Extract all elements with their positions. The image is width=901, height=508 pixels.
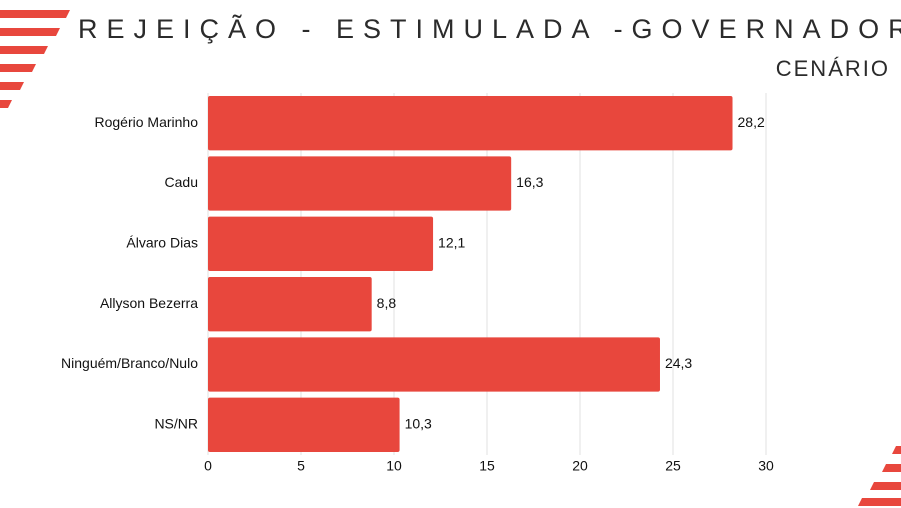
bar: [208, 277, 372, 332]
bar: [208, 216, 434, 271]
x-tick-label: 10: [386, 458, 402, 474]
value-label: 10,3: [405, 416, 432, 432]
y-tick-label: NS/NR: [154, 416, 198, 432]
x-tick-label: 25: [665, 458, 681, 474]
x-tick-label: 0: [204, 458, 212, 474]
chart-title: REJEIÇÃO - ESTIMULADA -GOVERNADOR: [78, 13, 901, 44]
bar: [208, 156, 512, 211]
value-label: 16,3: [516, 174, 543, 190]
y-tick-label: Álvaro Dias: [126, 235, 198, 251]
y-tick-label: Allyson Bezerra: [100, 295, 198, 311]
y-tick-label: Cadu: [165, 174, 198, 190]
chart-subtitle: CENÁRIO: [776, 56, 890, 81]
y-tick-label: Rogério Marinho: [95, 114, 199, 130]
x-tick-label: 15: [479, 458, 495, 474]
x-tick-label: 20: [572, 458, 588, 474]
x-tick-label: 30: [758, 458, 774, 474]
value-label: 8,8: [377, 295, 397, 311]
bar: [208, 96, 733, 151]
value-label: 24,3: [665, 355, 692, 371]
value-label: 12,1: [438, 235, 465, 251]
value-label: 28,2: [738, 114, 765, 130]
decoration: [0, 10, 901, 506]
y-tick-label: Ninguém/Branco/Nulo: [61, 355, 198, 371]
x-tick-label: 5: [297, 458, 305, 474]
bar: [208, 337, 660, 392]
bar: [208, 397, 400, 452]
